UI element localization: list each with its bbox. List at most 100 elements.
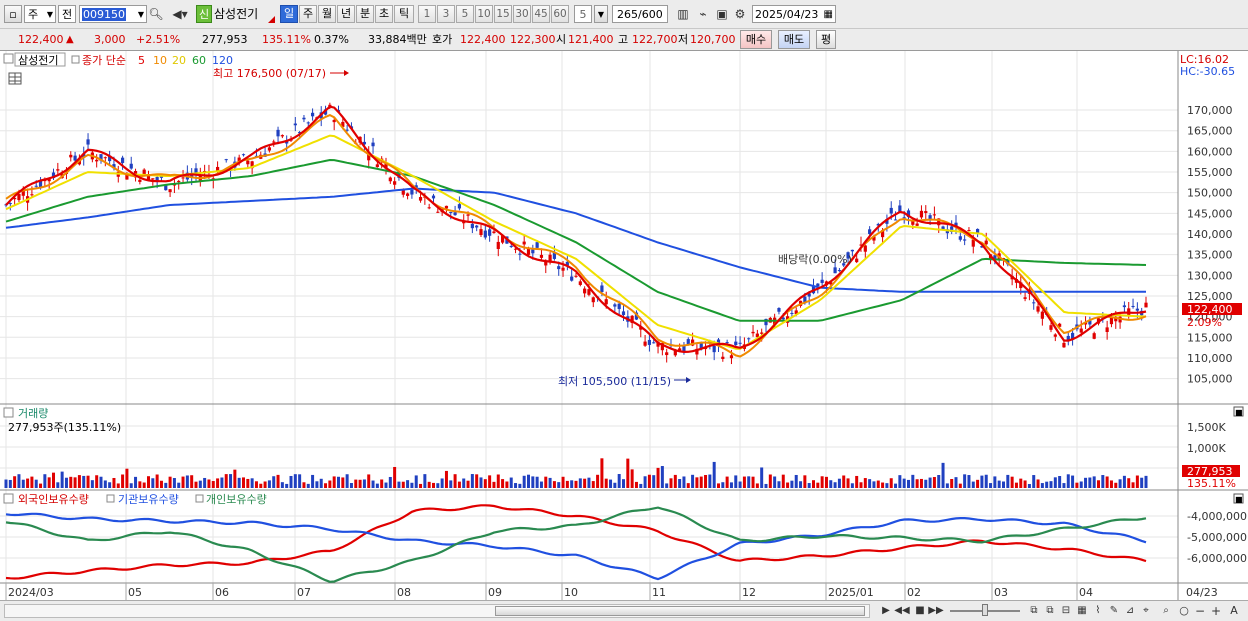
- window-icon[interactable]: ▫: [4, 5, 22, 23]
- candle-body: [155, 177, 159, 181]
- interval-30[interactable]: 30: [513, 5, 531, 23]
- speaker-icon[interactable]: ◀▾: [172, 7, 188, 21]
- volume-bar: [535, 476, 539, 488]
- interval-dropdown[interactable]: ▼: [594, 5, 608, 23]
- legend-toggle-icon[interactable]: [106, 494, 115, 503]
- holding-tick: -5,000,000: [1187, 531, 1247, 544]
- stock-code-value: 009150: [82, 8, 126, 21]
- new-badge[interactable]: 신: [196, 5, 212, 23]
- period-minute[interactable]: 분: [356, 5, 374, 23]
- stock-code-input[interactable]: 009150 ▼: [79, 5, 147, 23]
- ma-toggle-icon[interactable]: [71, 55, 80, 64]
- zoom-in-icon[interactable]: ⌕: [1163, 605, 1169, 616]
- candle-body: [583, 288, 587, 294]
- interval-input[interactable]: 5: [574, 5, 592, 23]
- volume-bar: [531, 476, 535, 488]
- close-icon[interactable]: [1233, 406, 1244, 417]
- x-axis-label: 04: [1079, 586, 1093, 599]
- horizontal-scrollbar[interactable]: [4, 604, 870, 618]
- line-tool-icon[interactable]: ⌇: [1095, 605, 1101, 616]
- interval-60[interactable]: 60: [551, 5, 569, 23]
- candle-body: [410, 189, 414, 195]
- candle-body: [665, 352, 669, 356]
- period-tick[interactable]: 틱: [394, 5, 414, 23]
- interval-5[interactable]: 5: [456, 5, 474, 23]
- candle-body: [215, 166, 220, 172]
- scroll-right-icon[interactable]: ▶: [882, 605, 890, 616]
- candle-body: [77, 160, 82, 165]
- price-change: 3,000: [94, 33, 126, 46]
- save-icon[interactable]: ▣: [716, 7, 728, 21]
- jeon-select[interactable]: 전: [58, 5, 76, 23]
- eval-button[interactable]: 평: [816, 30, 836, 49]
- split-icon[interactable]: ⊟: [1061, 605, 1071, 616]
- legend-toggle-icon[interactable]: [195, 494, 204, 503]
- measure-icon[interactable]: ⌖: [1143, 605, 1149, 616]
- x-axis-label: 08: [397, 586, 411, 599]
- copy-icon[interactable]: ⧉: [1046, 605, 1054, 616]
- date-input[interactable]: 2025/04/23 ▦: [752, 5, 836, 23]
- draw-tool-icon[interactable]: ✎: [1109, 605, 1119, 616]
- volume-bar: [617, 474, 621, 488]
- ma-5-label: 5: [138, 54, 145, 67]
- x-axis-label: 11: [652, 586, 666, 599]
- grid-icon[interactable]: ▦: [1077, 605, 1087, 616]
- layout-icon[interactable]: ⧉: [1030, 605, 1038, 616]
- volume-bar: [1122, 475, 1126, 488]
- period-year[interactable]: 년: [337, 5, 355, 23]
- volume-bar: [4, 479, 8, 488]
- period-week[interactable]: 주: [299, 5, 317, 23]
- change-rate: +2.51%: [136, 33, 181, 46]
- market-select[interactable]: 주 ▼: [24, 5, 56, 23]
- indicator-icon[interactable]: ⌁: [699, 7, 707, 21]
- volume-value: 277,953주(135.11%): [8, 421, 121, 434]
- zoom-slider-handle[interactable]: [982, 604, 988, 616]
- volume-bar: [544, 476, 548, 488]
- candle-body: [837, 270, 842, 272]
- forward-icon[interactable]: ▶▶: [928, 605, 944, 616]
- candle-body: [1053, 334, 1057, 337]
- gear-icon[interactable]: ⚙: [734, 7, 746, 21]
- stop-icon[interactable]: ■: [915, 605, 925, 616]
- sell-button[interactable]: 매도: [778, 30, 810, 49]
- volume-bar: [99, 476, 103, 488]
- volume-bar: [1045, 481, 1049, 488]
- plus-icon[interactable]: +: [1210, 604, 1222, 618]
- trade-volume: 277,953: [202, 33, 248, 46]
- magnify-icon[interactable]: ○: [1179, 604, 1189, 617]
- volume-bar: [254, 481, 258, 488]
- interval-45[interactable]: 45: [532, 5, 550, 23]
- period-second[interactable]: 초: [375, 5, 393, 23]
- close-icon[interactable]: [1233, 493, 1244, 504]
- volume-bar: [341, 477, 345, 488]
- volume-toggle-icon[interactable]: [3, 407, 14, 418]
- period-day[interactable]: 일: [280, 5, 298, 23]
- candle-type-icon[interactable]: ▥: [677, 7, 689, 21]
- volume-bar: [440, 478, 444, 488]
- holding-toggle-icon[interactable]: [3, 493, 14, 504]
- period-month[interactable]: 월: [318, 5, 336, 23]
- interval-1[interactable]: 1: [418, 5, 436, 23]
- zoom-out-icon[interactable]: −: [1194, 604, 1206, 618]
- price-pct-tag: 2.09%: [1187, 316, 1222, 329]
- text-size-icon[interactable]: A: [1230, 604, 1238, 617]
- x-axis-label: 12: [742, 586, 756, 599]
- close-icon-glyph: ■: [1235, 495, 1243, 504]
- candle-body: [38, 180, 43, 188]
- search-icon[interactable]: 🔍︎: [148, 7, 164, 21]
- panel-toggle-icon[interactable]: [3, 53, 14, 64]
- count-value: 265: [617, 8, 638, 21]
- volume-bar: [77, 475, 81, 488]
- high-annotation: 최고 176,500 (07/17): [213, 67, 326, 80]
- rewind-icon[interactable]: ◀◀: [894, 605, 910, 616]
- volume-bar: [945, 483, 949, 488]
- count-field[interactable]: 265/600: [612, 5, 668, 23]
- open-label: 시: [556, 33, 567, 46]
- chart-area[interactable]: 삼성전기 종가 단순 5 10 20 60 120 최고 176,500 (07…: [0, 50, 1248, 602]
- fib-tool-icon[interactable]: ⊿: [1125, 605, 1135, 616]
- buy-button[interactable]: 매수: [740, 30, 772, 49]
- interval-15[interactable]: 15: [494, 5, 512, 23]
- interval-10[interactable]: 10: [475, 5, 493, 23]
- scroll-thumb[interactable]: [495, 606, 865, 616]
- interval-3[interactable]: 3: [437, 5, 455, 23]
